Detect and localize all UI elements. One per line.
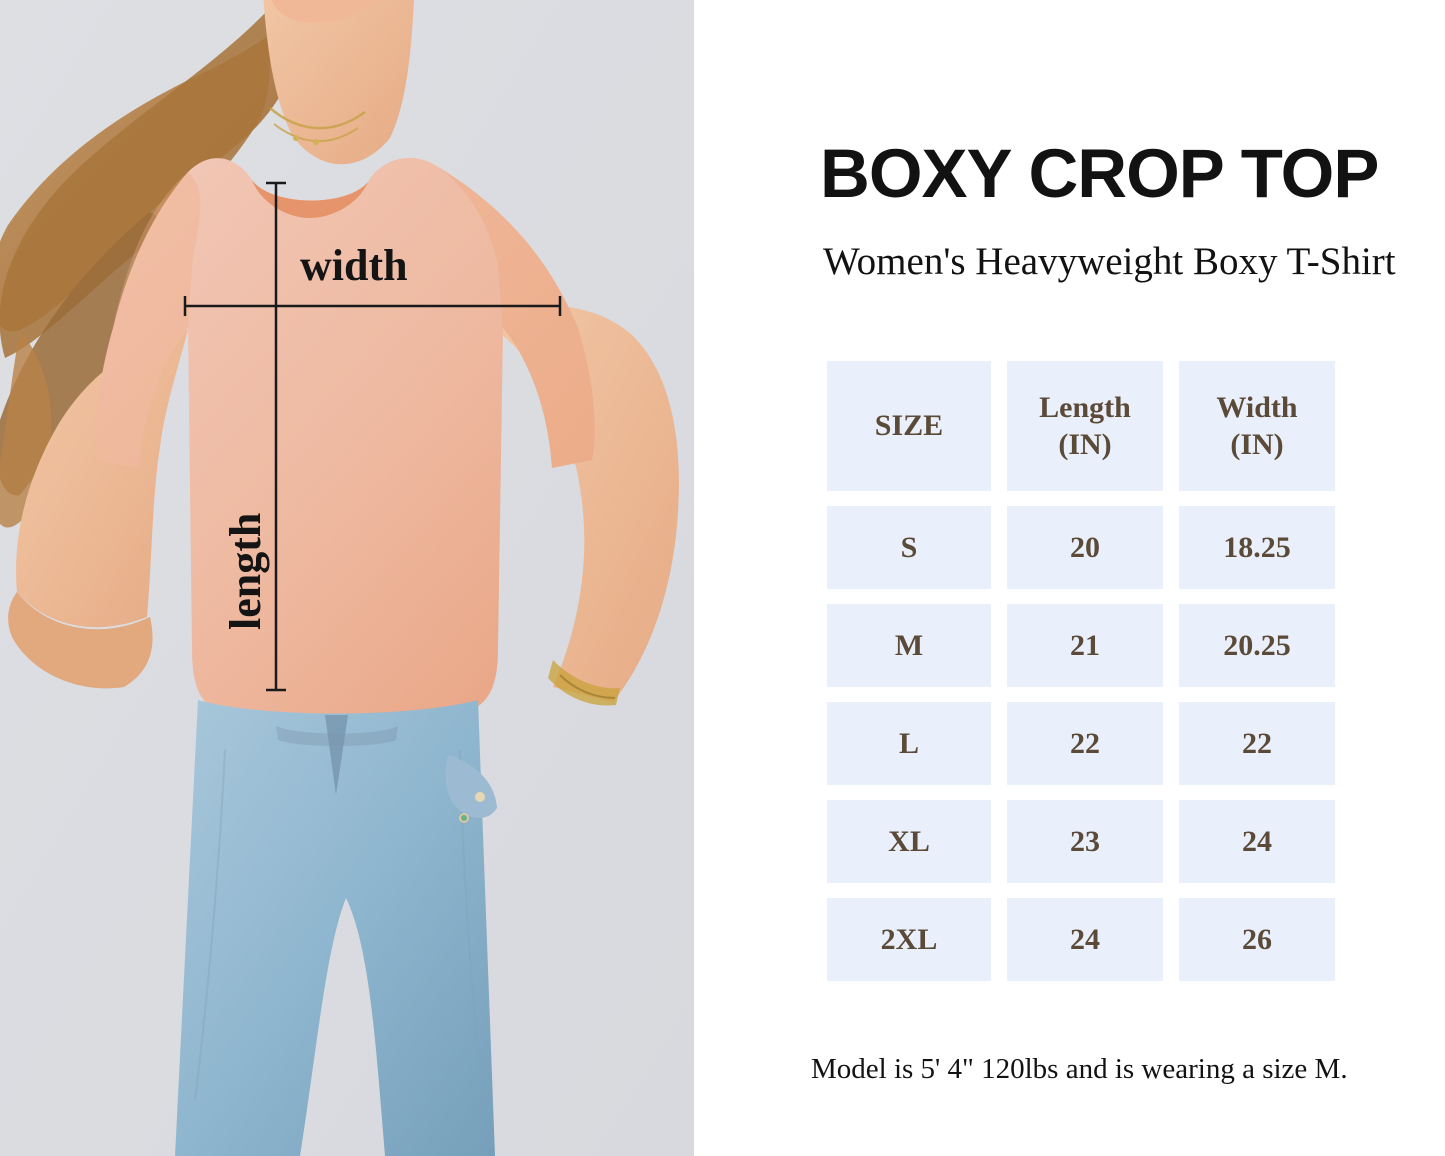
svg-text:length: length [221,513,270,630]
svg-text:width: width [300,241,408,290]
